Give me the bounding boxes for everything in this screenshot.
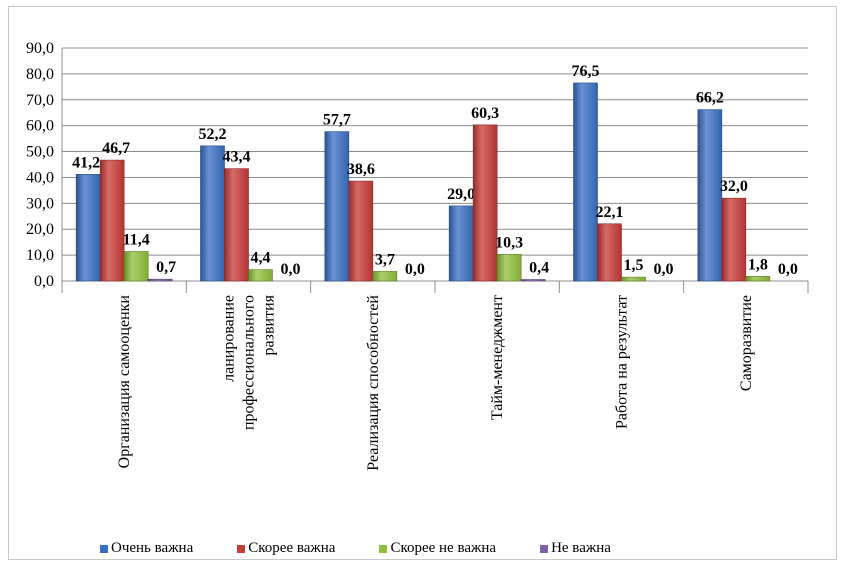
data-label: 46,7	[102, 140, 130, 157]
data-label: 0,7	[156, 259, 176, 276]
y-tick-label: 80,0	[26, 66, 54, 83]
bar	[324, 131, 350, 282]
bar	[123, 251, 149, 282]
bar	[75, 174, 101, 282]
category-label: ланирование	[221, 295, 238, 382]
y-tick-label: 90,0	[26, 40, 54, 57]
category-label: Работа на результат	[614, 295, 631, 429]
category-label: профессионального	[241, 295, 258, 430]
y-tick-label: 70,0	[26, 92, 54, 109]
data-label: 41,2	[72, 154, 100, 171]
data-label: 29,0	[447, 186, 475, 203]
data-label: 57,7	[323, 112, 351, 129]
data-label: 52,2	[199, 126, 227, 143]
legend-swatch	[540, 544, 549, 553]
data-label: 0,0	[778, 261, 798, 278]
bar	[348, 180, 374, 282]
data-label: 38,6	[347, 161, 375, 178]
category-label: Тайм-менеджмент	[489, 295, 506, 420]
bar	[721, 197, 747, 282]
bar	[200, 145, 225, 282]
bar	[496, 254, 522, 282]
bar	[99, 159, 125, 282]
data-label: 1,5	[624, 257, 644, 274]
bar	[372, 271, 398, 282]
data-label: 0,0	[405, 261, 425, 278]
y-tick-label: 60,0	[26, 118, 54, 135]
bar	[248, 269, 273, 282]
data-label: 1,8	[748, 256, 768, 273]
data-label: 32,0	[720, 178, 748, 195]
chart-frame	[8, 6, 837, 560]
bar	[448, 205, 474, 282]
legend-label: Скорее важна	[248, 540, 336, 556]
data-label: 22,1	[596, 204, 624, 221]
category-label: Саморазвитие	[738, 295, 755, 391]
bar	[520, 279, 546, 282]
legend-swatch	[379, 544, 388, 553]
bar	[224, 168, 249, 282]
bar	[621, 276, 646, 282]
y-tick-label: 40,0	[26, 169, 54, 186]
y-tick-label: 10,0	[26, 247, 54, 264]
data-label: 0,0	[281, 261, 301, 278]
data-label: 10,3	[495, 234, 523, 251]
bar	[147, 278, 173, 282]
data-label: 0,4	[529, 260, 549, 277]
category-label: Организация самооценки	[116, 295, 133, 469]
bar	[597, 223, 622, 282]
legend-swatch	[100, 544, 108, 553]
legend-swatch	[237, 544, 246, 553]
data-label: 3,7	[375, 251, 395, 268]
legend-item: Очень важна	[100, 540, 193, 557]
data-label: 66,2	[696, 90, 724, 107]
legend-item: Не важна	[540, 540, 611, 557]
legend-item: Скорее не важна	[379, 540, 496, 557]
legend-label: Скорее не важна	[390, 540, 497, 556]
data-label: 60,3	[471, 105, 499, 122]
data-label: 0,0	[654, 261, 674, 278]
category-label: развития	[261, 294, 278, 355]
bar	[472, 124, 498, 282]
y-tick-label: 50,0	[26, 144, 54, 161]
legend-label: Очень важна	[111, 540, 194, 556]
y-tick-label: 0,0	[34, 273, 54, 290]
y-tick-label: 20,0	[26, 221, 54, 238]
bar	[745, 276, 771, 282]
bar	[697, 109, 723, 282]
data-label: 4,4	[251, 250, 271, 267]
bar	[573, 82, 598, 282]
data-label: 43,4	[223, 149, 251, 166]
category-label: Реализация способностей	[365, 295, 382, 471]
data-label: 76,5	[572, 63, 600, 80]
legend: Очень важна Скорее важна Скорее не важна Не…	[0, 540, 845, 557]
legend-item: Скорее важна	[237, 540, 335, 557]
legend-label: Не важна	[551, 540, 611, 556]
data-label: 11,4	[123, 231, 150, 248]
y-tick-label: 30,0	[26, 195, 54, 212]
